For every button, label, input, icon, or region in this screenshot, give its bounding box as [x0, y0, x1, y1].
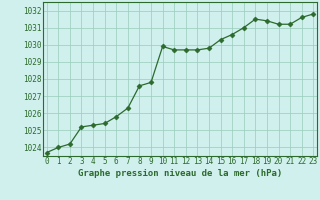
X-axis label: Graphe pression niveau de la mer (hPa): Graphe pression niveau de la mer (hPa): [78, 169, 282, 178]
